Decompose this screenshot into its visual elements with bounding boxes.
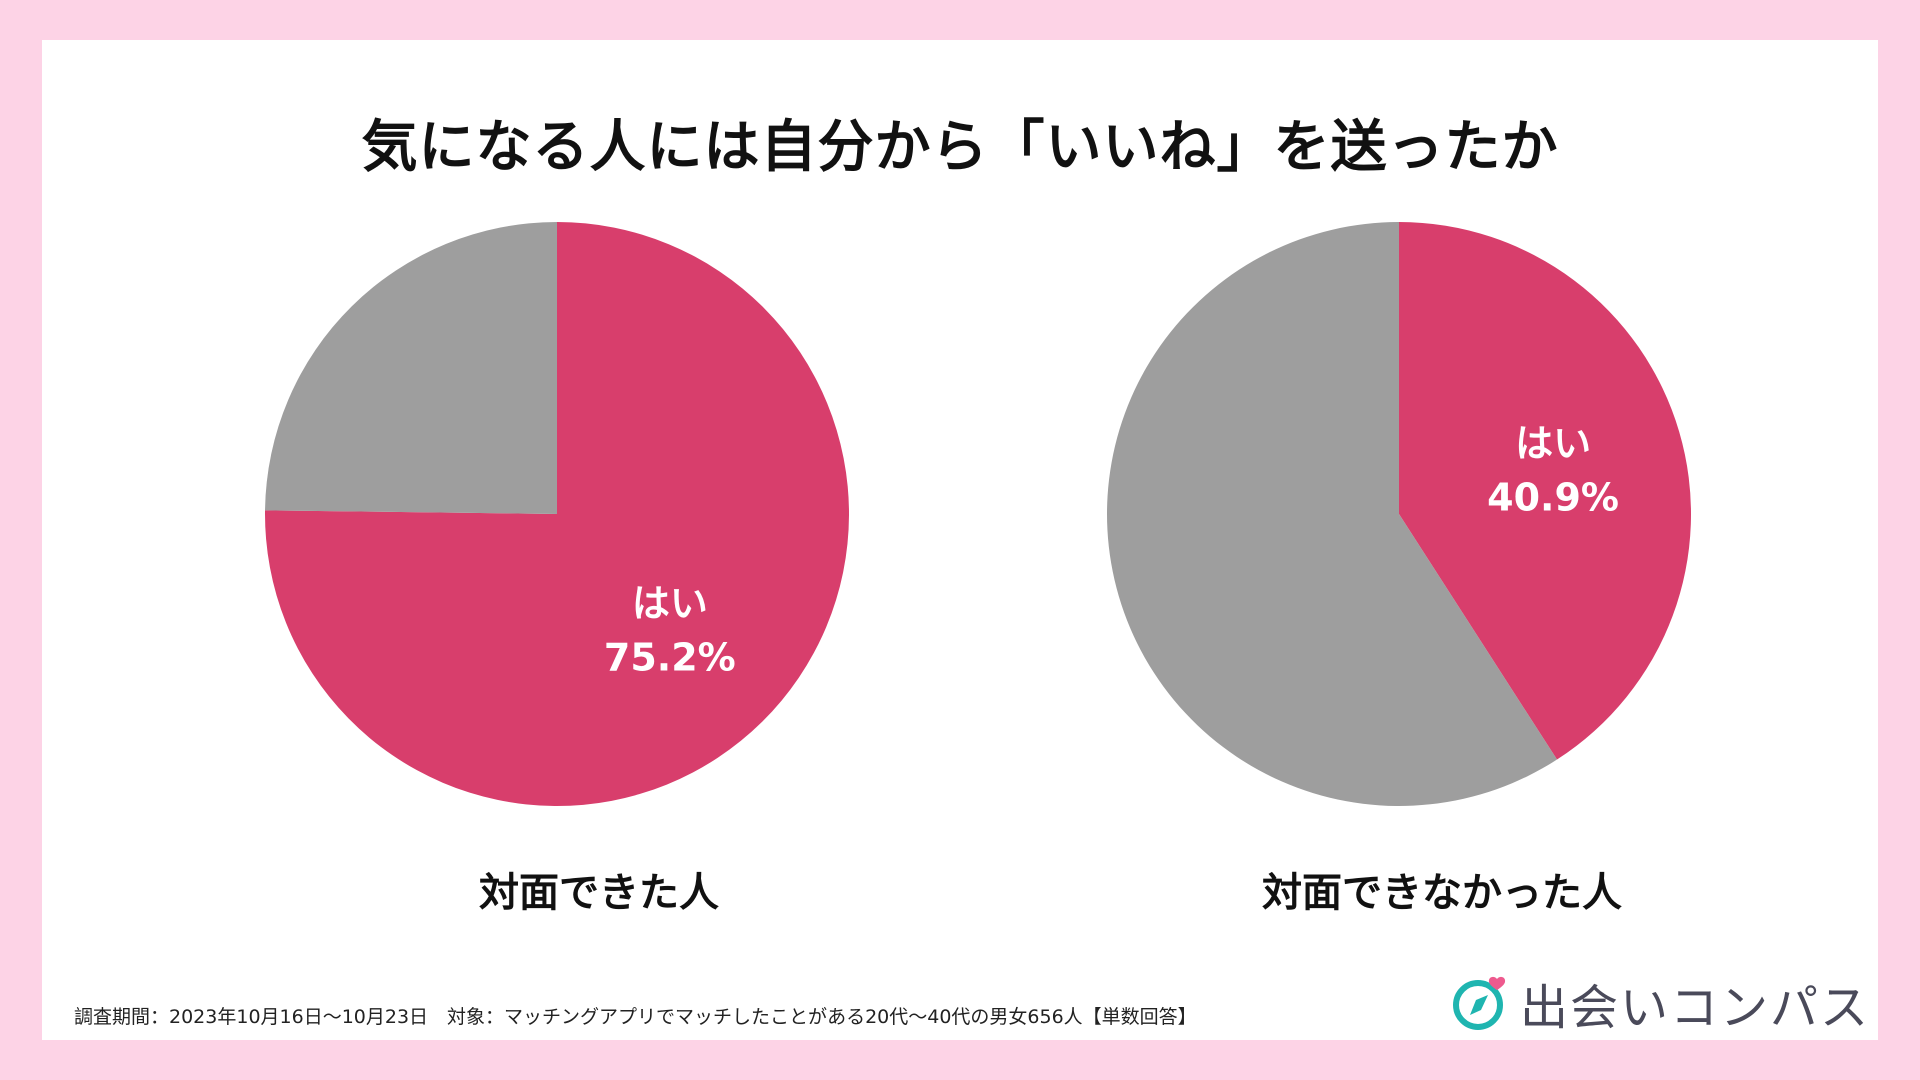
pie-caption-met: 対面できた人	[479, 870, 719, 916]
compass-heart-icon	[1453, 976, 1506, 1030]
chart-card: 気になる人には自分から「いいね」を送ったか はい 75.2% はい 40.9% 対面…	[42, 40, 1878, 1040]
survey-footnote: 調査期間：2023年10月16日〜10月23日 対象：マッチングアプリでマッチし…	[74, 1006, 1197, 1028]
slice-value-yes-not-met: 40.9%	[1487, 476, 1619, 520]
pie-chart-not-met: はい 40.9%	[1107, 221, 1692, 806]
brand-name: 出会いコンパス	[1520, 980, 1871, 1036]
slice-no-not-met	[1107, 222, 1558, 806]
pie-caption-not-met: 対面できなかった人	[1262, 870, 1622, 916]
slice-value-yes-met: 75.2%	[604, 635, 736, 679]
brand-logo: 出会いコンパス	[1450, 968, 1870, 1038]
slice-yes-not-met	[1399, 221, 1692, 760]
pie-charts: はい 75.2% はい 40.9%	[265, 221, 1692, 806]
chart-title: 気になる人には自分から「いいね」を送ったか	[361, 115, 1559, 180]
pie-chart-met: はい 75.2%	[265, 222, 849, 806]
slice-label-yes-not-met: はい	[1515, 422, 1591, 466]
slice-no-met	[265, 222, 557, 514]
slice-label-yes-met: はい	[632, 581, 708, 625]
